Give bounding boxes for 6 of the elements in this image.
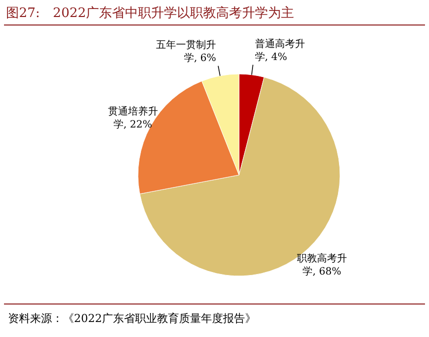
slice-label: 普通高考升学, 4% xyxy=(254,38,305,63)
chart-title: 图27: 2022广东省中职升学以职教高考升学为主 xyxy=(6,5,294,21)
slice-label: 职教高考升学, 68% xyxy=(296,252,347,278)
slice-label: 贯通培养升学, 22% xyxy=(108,106,158,131)
text: 资料来源：《2022广东省职业教育质量年度报告》 xyxy=(8,312,256,325)
slice-label: 五年一贯制升学, 6% xyxy=(156,38,216,64)
